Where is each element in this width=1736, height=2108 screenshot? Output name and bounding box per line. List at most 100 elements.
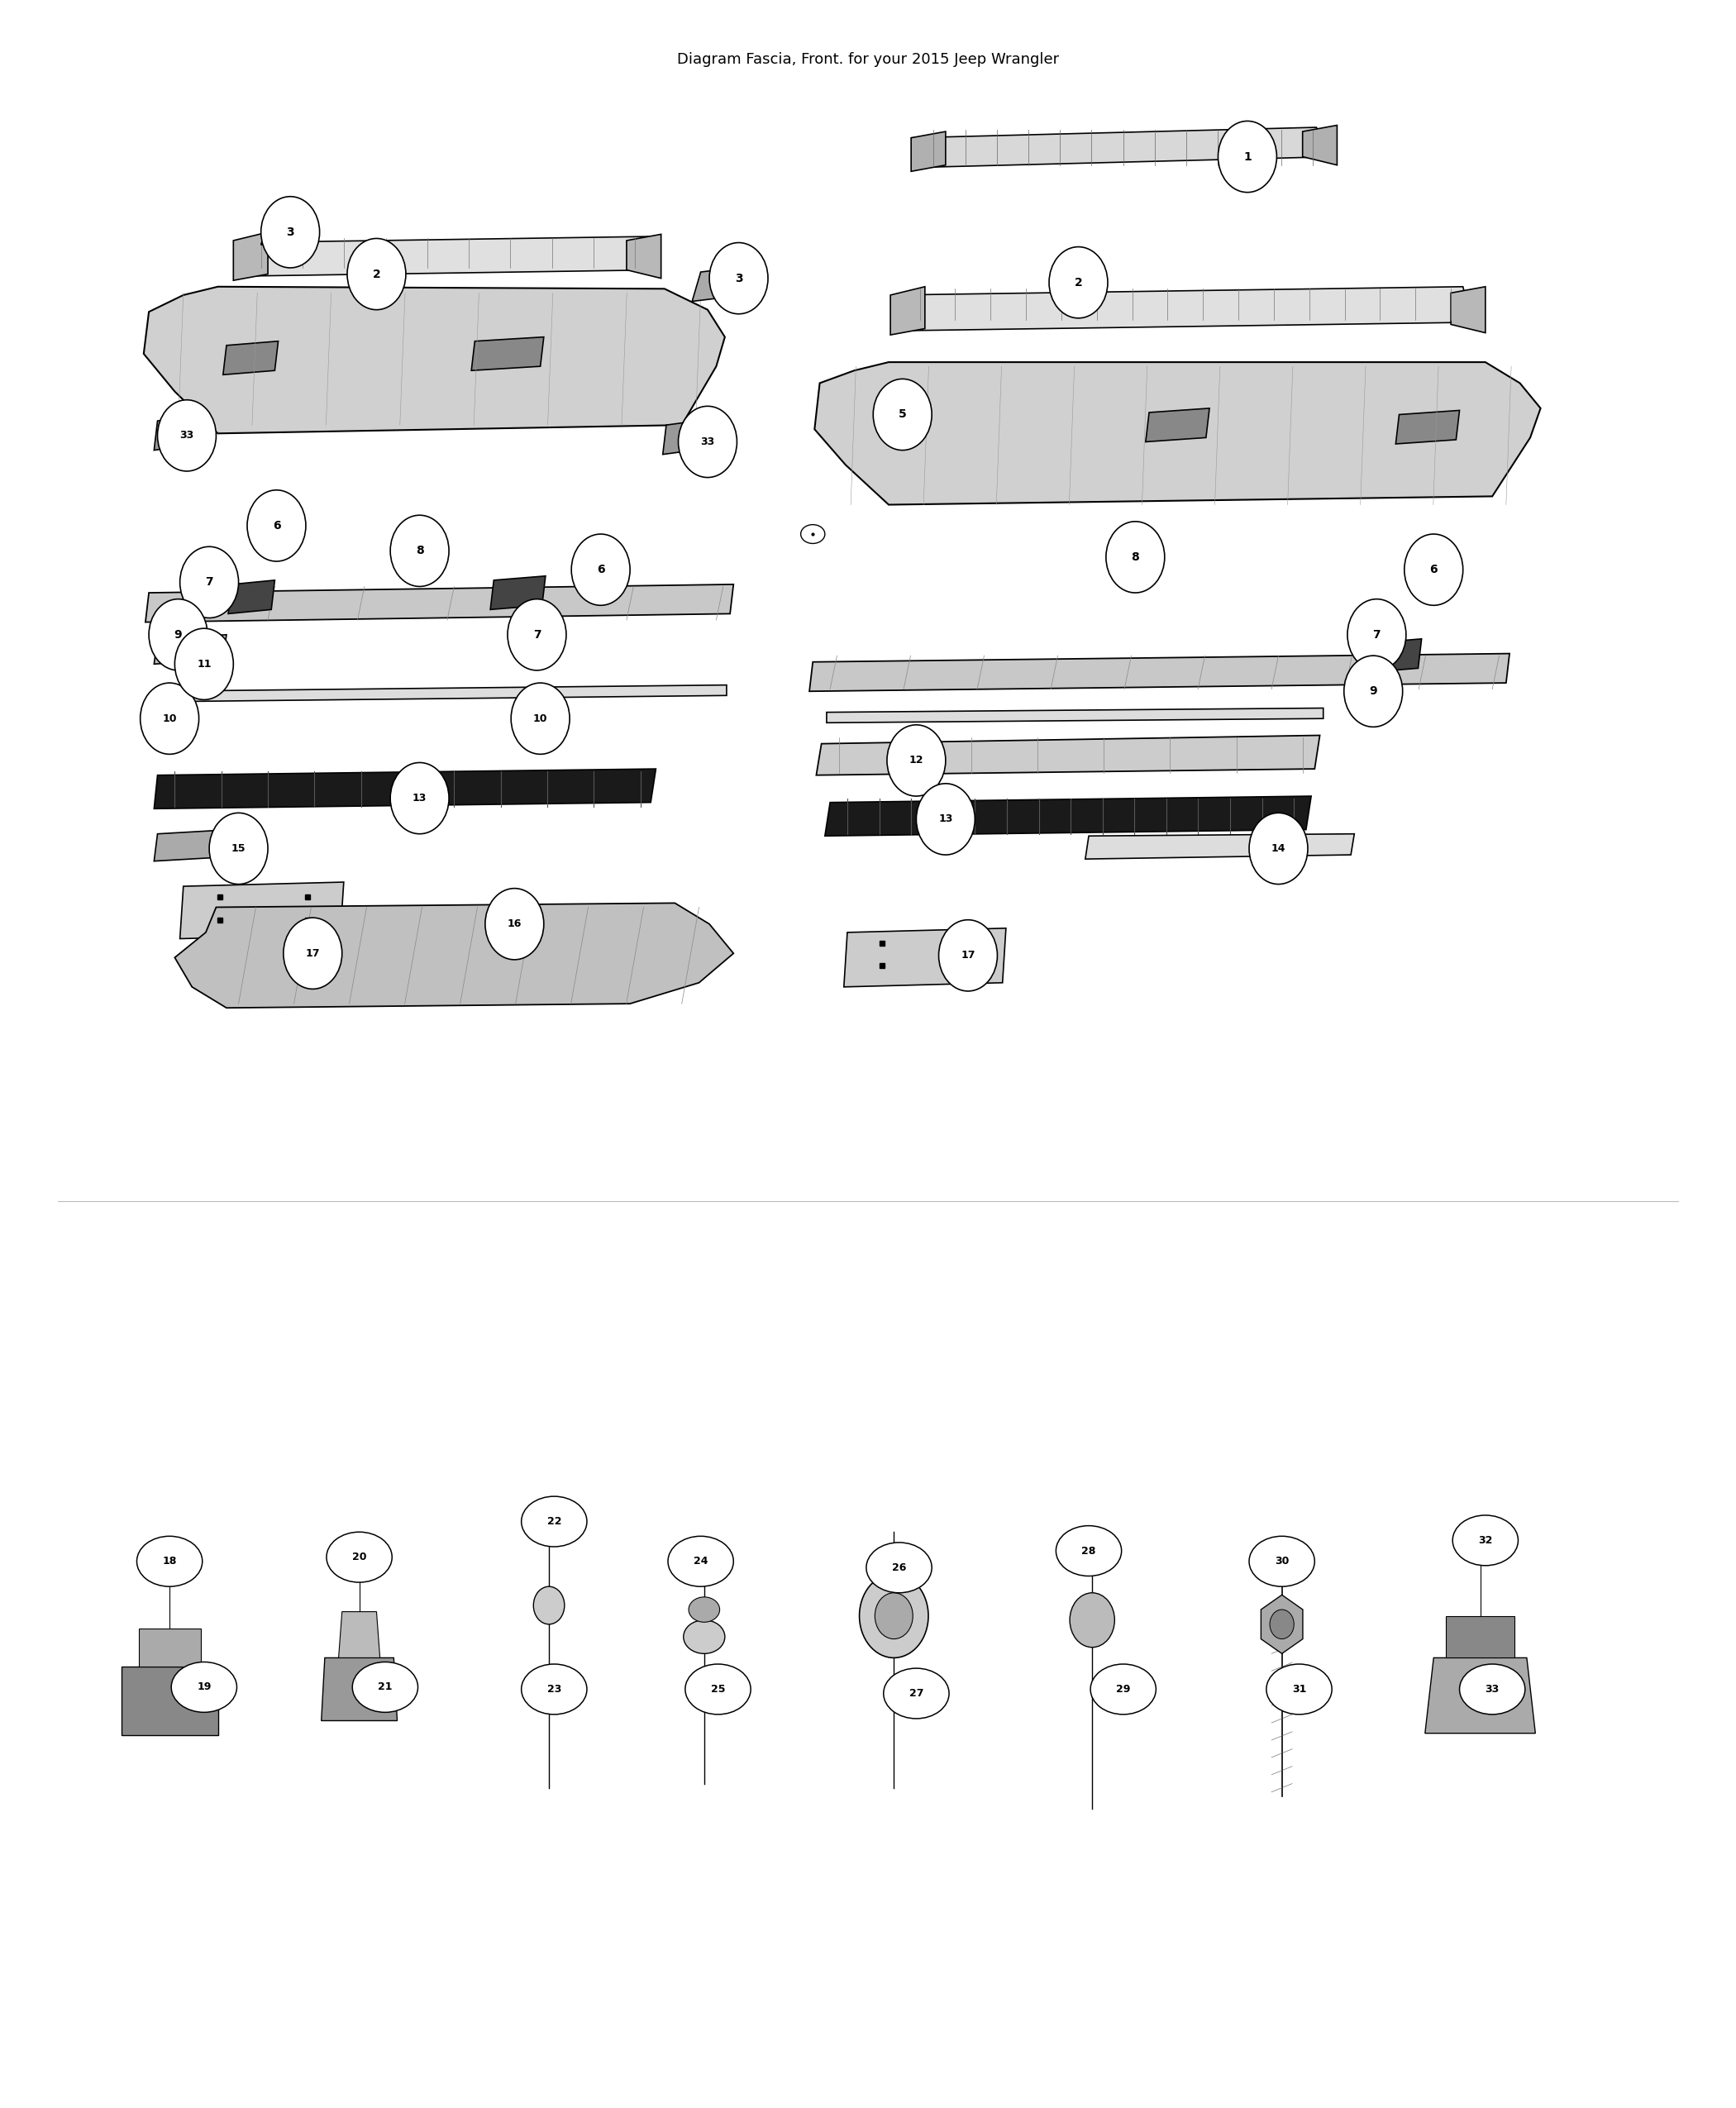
Polygon shape [233, 232, 267, 280]
Polygon shape [490, 575, 545, 609]
Text: 18: 18 [163, 1556, 177, 1566]
Ellipse shape [689, 1598, 720, 1623]
Polygon shape [809, 653, 1510, 691]
Circle shape [939, 919, 998, 991]
Polygon shape [155, 831, 229, 862]
Polygon shape [826, 708, 1323, 723]
Circle shape [391, 763, 450, 835]
Circle shape [158, 401, 217, 472]
Polygon shape [1085, 835, 1354, 860]
Circle shape [175, 628, 233, 700]
Text: 33: 33 [701, 436, 715, 447]
Polygon shape [144, 287, 726, 434]
Polygon shape [627, 234, 661, 278]
Ellipse shape [1453, 1516, 1519, 1566]
Text: 6: 6 [273, 521, 281, 531]
Ellipse shape [1460, 1663, 1524, 1714]
Text: 8: 8 [415, 546, 424, 557]
Circle shape [247, 489, 306, 561]
Polygon shape [155, 769, 656, 809]
Ellipse shape [352, 1661, 418, 1712]
Polygon shape [122, 1665, 217, 1735]
Polygon shape [260, 211, 304, 245]
Polygon shape [816, 736, 1319, 776]
Polygon shape [155, 417, 189, 451]
Text: 6: 6 [1430, 565, 1437, 575]
Circle shape [873, 379, 932, 451]
Ellipse shape [1266, 1663, 1332, 1714]
Text: 14: 14 [1271, 843, 1286, 854]
Text: 33: 33 [181, 430, 194, 441]
Polygon shape [222, 341, 278, 375]
Ellipse shape [172, 1661, 236, 1712]
Text: 20: 20 [352, 1551, 366, 1562]
Circle shape [533, 1587, 564, 1625]
Circle shape [347, 238, 406, 310]
Circle shape [1344, 656, 1403, 727]
Text: 5: 5 [899, 409, 906, 419]
Polygon shape [1302, 124, 1337, 164]
Polygon shape [1260, 1596, 1302, 1653]
Text: 9: 9 [174, 628, 182, 641]
Ellipse shape [684, 1621, 726, 1653]
Polygon shape [155, 635, 226, 664]
Circle shape [859, 1575, 929, 1657]
Polygon shape [911, 131, 946, 171]
Circle shape [1069, 1594, 1115, 1646]
Polygon shape [146, 584, 734, 622]
Circle shape [1269, 1611, 1293, 1638]
Text: 8: 8 [1132, 552, 1139, 563]
Text: 16: 16 [507, 919, 521, 930]
Text: 33: 33 [1484, 1684, 1500, 1695]
Text: 10: 10 [533, 713, 547, 723]
Polygon shape [139, 1629, 201, 1665]
Circle shape [887, 725, 946, 797]
Circle shape [1106, 521, 1165, 592]
Text: 28: 28 [1082, 1545, 1095, 1556]
Polygon shape [693, 268, 736, 301]
Text: 13: 13 [413, 793, 427, 803]
Circle shape [260, 196, 319, 268]
Polygon shape [155, 685, 727, 702]
Circle shape [917, 784, 976, 856]
Polygon shape [227, 580, 274, 613]
Text: 31: 31 [1292, 1684, 1305, 1695]
Text: 25: 25 [710, 1684, 726, 1695]
Polygon shape [1425, 1657, 1535, 1733]
Polygon shape [1451, 287, 1486, 333]
Text: 7: 7 [533, 628, 542, 641]
Text: 17: 17 [306, 949, 319, 959]
Circle shape [1049, 247, 1108, 318]
Polygon shape [175, 902, 734, 1008]
Text: 22: 22 [547, 1516, 561, 1526]
Circle shape [141, 683, 200, 755]
Polygon shape [321, 1657, 398, 1720]
Circle shape [1347, 599, 1406, 670]
Polygon shape [894, 287, 1472, 331]
Circle shape [710, 242, 767, 314]
Text: 10: 10 [163, 713, 177, 723]
Polygon shape [472, 337, 543, 371]
Text: 30: 30 [1274, 1556, 1290, 1566]
Polygon shape [1446, 1617, 1516, 1657]
Polygon shape [825, 797, 1311, 837]
Text: 24: 24 [693, 1556, 708, 1566]
Circle shape [149, 599, 208, 670]
Text: 13: 13 [939, 814, 953, 824]
Ellipse shape [686, 1663, 750, 1714]
Polygon shape [1146, 409, 1210, 443]
Circle shape [1219, 120, 1276, 192]
Text: 6: 6 [597, 565, 604, 575]
Text: 3: 3 [286, 226, 295, 238]
Circle shape [1404, 533, 1463, 605]
Ellipse shape [1055, 1526, 1121, 1577]
Circle shape [679, 407, 738, 476]
Ellipse shape [1250, 1537, 1314, 1587]
Circle shape [210, 814, 267, 883]
Text: 27: 27 [910, 1689, 924, 1699]
Polygon shape [238, 236, 658, 276]
Ellipse shape [137, 1537, 203, 1587]
Polygon shape [1366, 639, 1422, 672]
Ellipse shape [1090, 1663, 1156, 1714]
Text: 29: 29 [1116, 1684, 1130, 1695]
